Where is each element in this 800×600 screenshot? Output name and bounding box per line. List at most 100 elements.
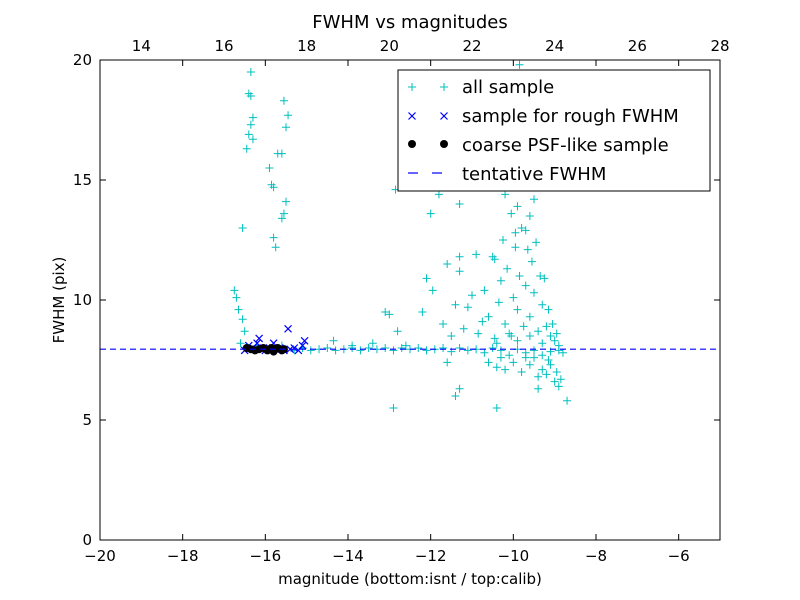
- point-plus: [521, 353, 530, 362]
- point-plus: [513, 336, 522, 345]
- point-plus: [540, 274, 549, 283]
- point-plus: [480, 286, 489, 295]
- point-plus: [434, 190, 443, 199]
- top-x-tick-label: 22: [462, 37, 481, 55]
- point-plus: [277, 214, 286, 223]
- point-plus: [507, 209, 516, 218]
- point-plus: [515, 60, 524, 69]
- point-plus: [509, 293, 518, 302]
- point-x: [290, 344, 299, 352]
- point-plus: [238, 315, 247, 324]
- point-plus: [236, 339, 245, 348]
- point-plus: [306, 346, 315, 355]
- x-axis-label: magnitude (bottom:isnt / top:calib): [278, 570, 542, 588]
- point-plus: [269, 233, 278, 242]
- point-plus: [472, 250, 481, 259]
- point-plus: [422, 274, 431, 283]
- point-plus: [428, 286, 437, 295]
- point-plus: [503, 264, 512, 273]
- point-plus: [552, 329, 561, 338]
- point-plus: [455, 200, 464, 208]
- point-plus: [550, 336, 559, 345]
- point-plus: [401, 341, 410, 350]
- point-plus: [563, 396, 572, 405]
- legend: all sample sample for rough FWHM coarse …: [397, 69, 711, 192]
- point-plus: [240, 327, 249, 336]
- point-plus: [542, 370, 551, 379]
- point-plus: [331, 346, 340, 355]
- point-plus: [418, 308, 427, 316]
- point-plus: [230, 286, 239, 295]
- point-plus: [323, 344, 332, 352]
- point-plus: [509, 358, 518, 367]
- top-x-tick-label: 26: [628, 37, 647, 55]
- point-plus: [527, 257, 536, 266]
- x-tick-label: −10: [498, 547, 530, 565]
- point-plus: [538, 351, 547, 360]
- point-plus: [269, 183, 278, 192]
- point-plus: [554, 341, 563, 350]
- point-plus: [492, 339, 501, 348]
- point-plus: [532, 238, 541, 247]
- y-tick-label: 20: [73, 51, 92, 69]
- legend-label-all-sample: all sample: [462, 77, 554, 98]
- point-plus: [501, 320, 510, 328]
- point-plus: [517, 368, 526, 376]
- point-plus: [468, 291, 476, 300]
- point-plus: [348, 341, 357, 350]
- point-plus: [447, 332, 456, 340]
- x-tick-label: −20: [84, 547, 116, 565]
- top-x-tick-label: 16: [214, 37, 233, 55]
- y-tick-label: 0: [82, 531, 92, 549]
- point-plus: [443, 260, 452, 268]
- legend-marker-dot: [440, 140, 448, 148]
- x-tick-label: −16: [250, 547, 282, 565]
- axes: −20 −18 −16 −14 −12 −10 −8 −6 14 16 18 20 22 24 26 28 0 5…: [73, 37, 730, 565]
- point-plus: [525, 332, 534, 340]
- point-plus: [422, 346, 431, 355]
- point-plus: [385, 310, 394, 319]
- point-plus: [368, 339, 377, 348]
- point-plus: [519, 322, 528, 331]
- point-plus: [426, 209, 435, 218]
- point-plus: [246, 68, 255, 76]
- point-x: [298, 341, 307, 350]
- top-x-tick-label: 28: [710, 37, 729, 55]
- top-x-tick-label: 14: [132, 37, 151, 55]
- point-plus: [521, 281, 530, 290]
- legend-marker-plus: [440, 83, 448, 91]
- data-marks: [100, 60, 720, 412]
- point-x: [284, 324, 292, 333]
- point-plus: [505, 351, 514, 360]
- point-plus: [505, 329, 514, 338]
- point-plus: [501, 365, 510, 374]
- point-plus: [265, 164, 274, 172]
- point-plus: [501, 190, 510, 199]
- legend-marker-plus: [408, 83, 416, 91]
- point-plus: [538, 300, 547, 309]
- point-plus: [381, 344, 390, 352]
- point-plus: [550, 377, 559, 386]
- point-plus: [455, 267, 464, 276]
- point-plus: [414, 344, 423, 352]
- point-plus: [525, 212, 534, 220]
- chart-title: FWHM vs magnitudes: [312, 12, 507, 33]
- point-plus: [271, 243, 280, 252]
- point-plus: [544, 305, 553, 314]
- point-plus: [459, 324, 468, 333]
- point-plus: [558, 348, 567, 357]
- top-x-tick-label: 18: [297, 37, 316, 55]
- point-plus: [484, 312, 493, 321]
- point-plus: [364, 344, 373, 352]
- point-plus: [480, 348, 489, 357]
- point-plus: [238, 224, 247, 232]
- point-plus: [496, 276, 505, 285]
- point-plus: [329, 336, 338, 345]
- point-plus: [455, 384, 464, 393]
- point-plus: [544, 356, 553, 364]
- point-plus: [542, 322, 551, 331]
- point-plus: [463, 346, 472, 355]
- y-tick-label: 5: [82, 411, 92, 429]
- point-plus: [548, 320, 557, 328]
- point-plus: [536, 272, 545, 280]
